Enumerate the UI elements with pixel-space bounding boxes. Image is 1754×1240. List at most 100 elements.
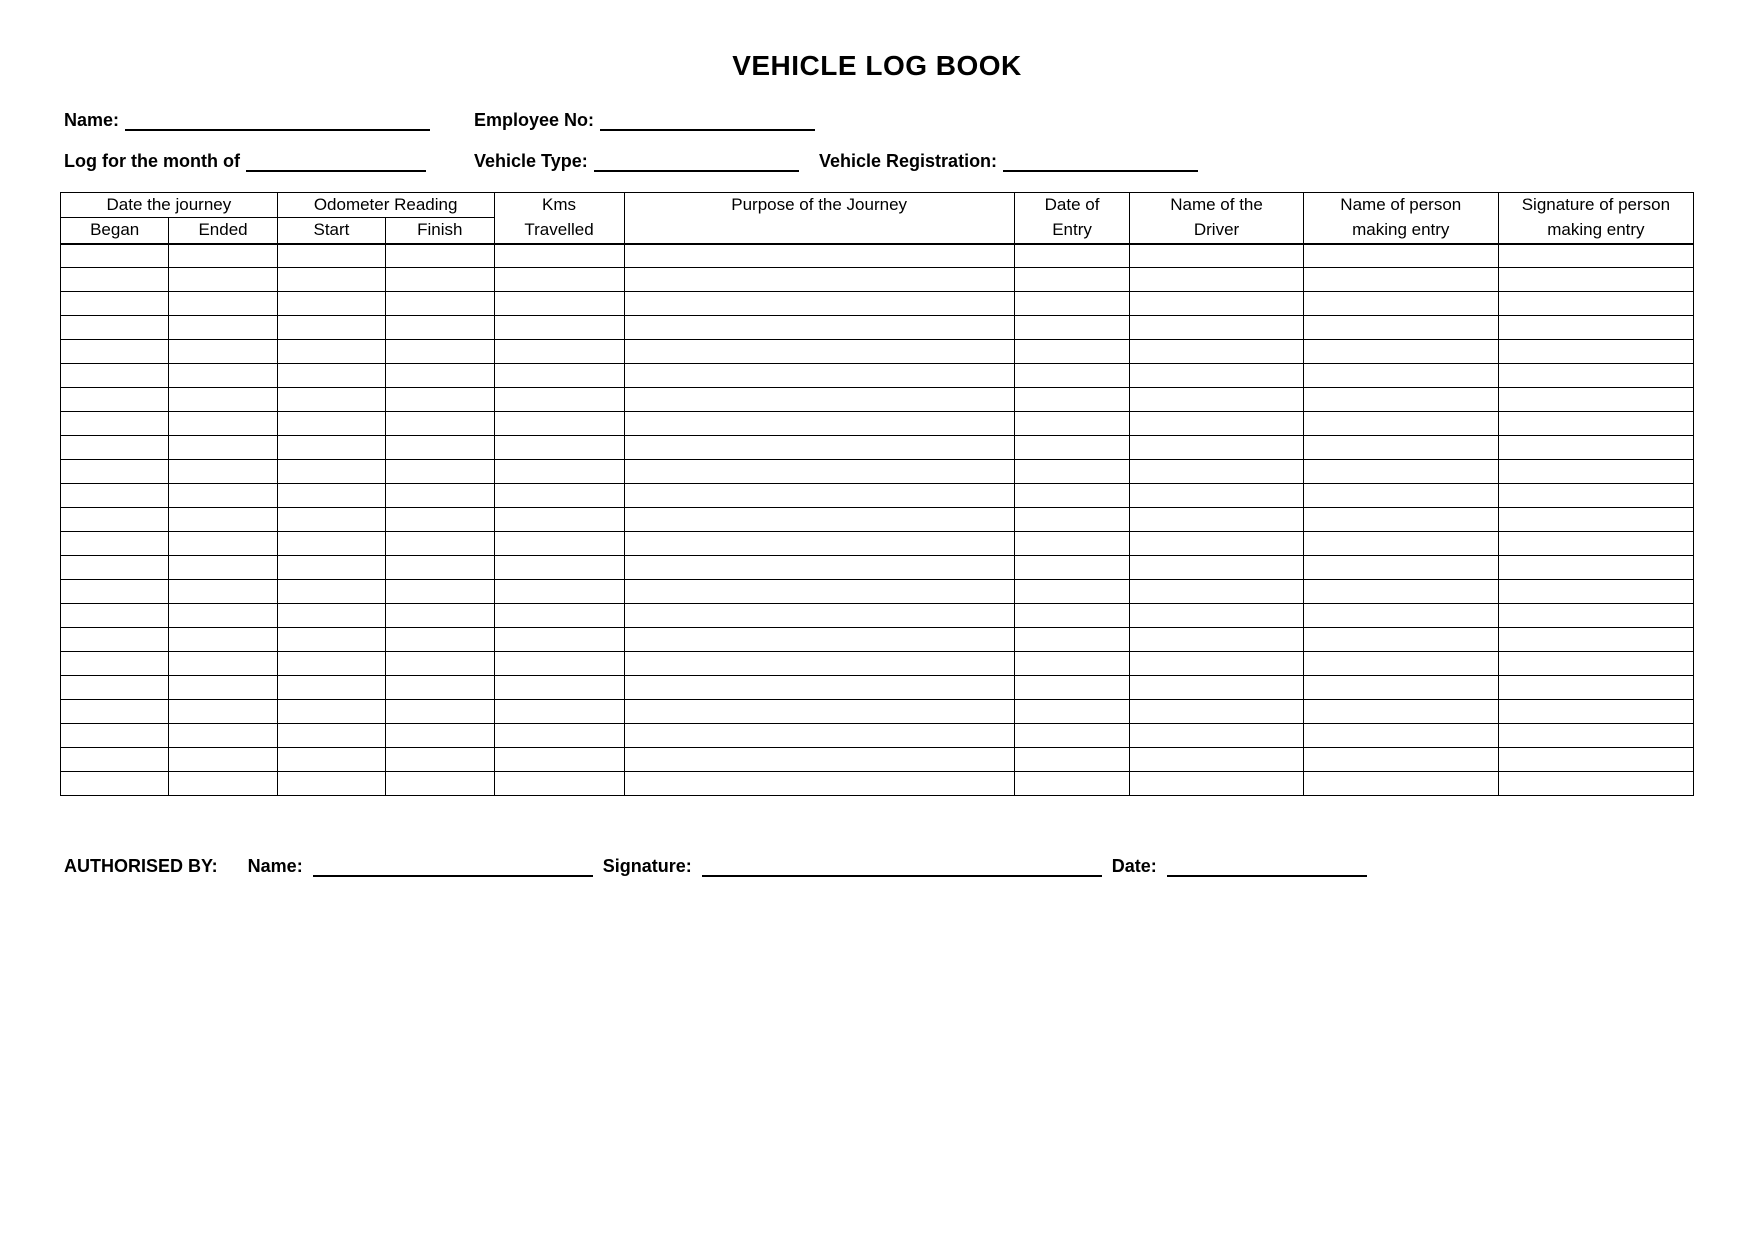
cell-began[interactable]	[61, 580, 169, 604]
cell-ended[interactable]	[169, 316, 277, 340]
cell-person_name[interactable]	[1303, 316, 1498, 340]
cell-ended[interactable]	[169, 556, 277, 580]
cell-date_entry[interactable]	[1014, 340, 1130, 364]
cell-purpose[interactable]	[624, 676, 1014, 700]
cell-person_name[interactable]	[1303, 460, 1498, 484]
cell-began[interactable]	[61, 772, 169, 796]
cell-kms[interactable]	[494, 700, 624, 724]
cell-began[interactable]	[61, 484, 169, 508]
cell-person_name[interactable]	[1303, 748, 1498, 772]
cell-person_name[interactable]	[1303, 244, 1498, 268]
cell-date_entry[interactable]	[1014, 412, 1130, 436]
footer-signature-line[interactable]	[702, 859, 1102, 877]
cell-date_entry[interactable]	[1014, 508, 1130, 532]
cell-finish[interactable]	[386, 604, 494, 628]
cell-purpose[interactable]	[624, 580, 1014, 604]
cell-ended[interactable]	[169, 700, 277, 724]
cell-purpose[interactable]	[624, 772, 1014, 796]
name-line[interactable]	[125, 113, 430, 131]
cell-date_entry[interactable]	[1014, 748, 1130, 772]
cell-began[interactable]	[61, 244, 169, 268]
cell-finish[interactable]	[386, 508, 494, 532]
cell-date_entry[interactable]	[1014, 724, 1130, 748]
cell-driver[interactable]	[1130, 652, 1303, 676]
cell-finish[interactable]	[386, 436, 494, 460]
cell-began[interactable]	[61, 436, 169, 460]
cell-signature[interactable]	[1498, 484, 1693, 508]
cell-driver[interactable]	[1130, 484, 1303, 508]
cell-signature[interactable]	[1498, 244, 1693, 268]
cell-began[interactable]	[61, 292, 169, 316]
cell-began[interactable]	[61, 460, 169, 484]
cell-finish[interactable]	[386, 676, 494, 700]
cell-start[interactable]	[277, 316, 385, 340]
cell-start[interactable]	[277, 244, 385, 268]
cell-signature[interactable]	[1498, 652, 1693, 676]
cell-finish[interactable]	[386, 748, 494, 772]
cell-ended[interactable]	[169, 364, 277, 388]
cell-purpose[interactable]	[624, 364, 1014, 388]
cell-kms[interactable]	[494, 460, 624, 484]
cell-kms[interactable]	[494, 580, 624, 604]
cell-began[interactable]	[61, 700, 169, 724]
cell-driver[interactable]	[1130, 364, 1303, 388]
cell-signature[interactable]	[1498, 436, 1693, 460]
cell-start[interactable]	[277, 436, 385, 460]
cell-date_entry[interactable]	[1014, 676, 1130, 700]
cell-driver[interactable]	[1130, 388, 1303, 412]
cell-finish[interactable]	[386, 364, 494, 388]
cell-began[interactable]	[61, 628, 169, 652]
cell-date_entry[interactable]	[1014, 604, 1130, 628]
cell-finish[interactable]	[386, 316, 494, 340]
cell-kms[interactable]	[494, 532, 624, 556]
cell-signature[interactable]	[1498, 676, 1693, 700]
cell-kms[interactable]	[494, 628, 624, 652]
cell-person_name[interactable]	[1303, 700, 1498, 724]
cell-signature[interactable]	[1498, 532, 1693, 556]
cell-ended[interactable]	[169, 628, 277, 652]
cell-kms[interactable]	[494, 436, 624, 460]
cell-finish[interactable]	[386, 556, 494, 580]
cell-kms[interactable]	[494, 652, 624, 676]
cell-signature[interactable]	[1498, 508, 1693, 532]
cell-date_entry[interactable]	[1014, 364, 1130, 388]
cell-ended[interactable]	[169, 340, 277, 364]
cell-person_name[interactable]	[1303, 532, 1498, 556]
cell-ended[interactable]	[169, 724, 277, 748]
cell-person_name[interactable]	[1303, 388, 1498, 412]
cell-kms[interactable]	[494, 364, 624, 388]
cell-driver[interactable]	[1130, 268, 1303, 292]
cell-date_entry[interactable]	[1014, 628, 1130, 652]
cell-driver[interactable]	[1130, 244, 1303, 268]
cell-start[interactable]	[277, 508, 385, 532]
cell-purpose[interactable]	[624, 460, 1014, 484]
cell-signature[interactable]	[1498, 292, 1693, 316]
cell-began[interactable]	[61, 748, 169, 772]
cell-driver[interactable]	[1130, 412, 1303, 436]
cell-person_name[interactable]	[1303, 604, 1498, 628]
cell-person_name[interactable]	[1303, 580, 1498, 604]
cell-purpose[interactable]	[624, 604, 1014, 628]
cell-purpose[interactable]	[624, 556, 1014, 580]
cell-ended[interactable]	[169, 244, 277, 268]
cell-began[interactable]	[61, 316, 169, 340]
vehicle-type-line[interactable]	[594, 154, 799, 172]
cell-date_entry[interactable]	[1014, 292, 1130, 316]
cell-person_name[interactable]	[1303, 340, 1498, 364]
cell-kms[interactable]	[494, 316, 624, 340]
cell-began[interactable]	[61, 604, 169, 628]
cell-began[interactable]	[61, 340, 169, 364]
cell-finish[interactable]	[386, 244, 494, 268]
cell-began[interactable]	[61, 268, 169, 292]
footer-name-line[interactable]	[313, 859, 593, 877]
cell-finish[interactable]	[386, 724, 494, 748]
cell-began[interactable]	[61, 676, 169, 700]
cell-start[interactable]	[277, 652, 385, 676]
cell-purpose[interactable]	[624, 268, 1014, 292]
cell-driver[interactable]	[1130, 556, 1303, 580]
cell-start[interactable]	[277, 676, 385, 700]
cell-start[interactable]	[277, 700, 385, 724]
cell-driver[interactable]	[1130, 580, 1303, 604]
cell-finish[interactable]	[386, 268, 494, 292]
cell-date_entry[interactable]	[1014, 772, 1130, 796]
